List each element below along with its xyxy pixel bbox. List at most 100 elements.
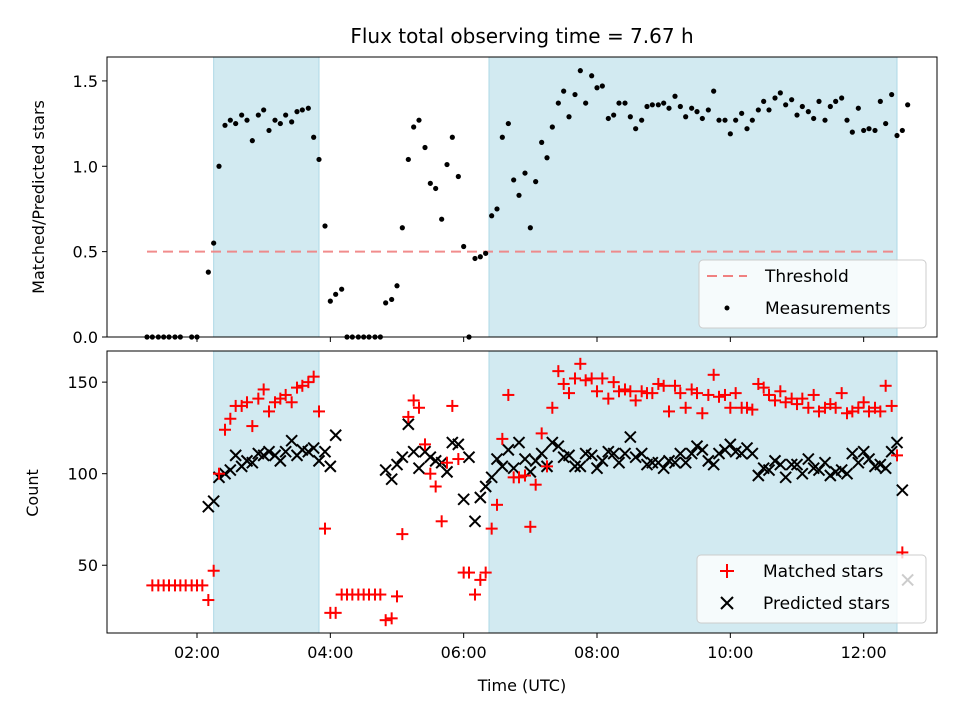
bottom-y-tick-label: 150 (67, 373, 98, 392)
measurement-point (883, 120, 889, 127)
measurement-point (861, 127, 867, 134)
matched-star-marker (696, 407, 709, 420)
bottom-y-axis-label: Count (23, 469, 42, 517)
predicted-star-marker (635, 447, 648, 460)
matched-star-marker (257, 383, 270, 396)
measurement-point (849, 129, 855, 135)
matched-star-marker (829, 401, 842, 414)
predicted-star-marker (596, 454, 609, 468)
measurement-point (622, 100, 628, 106)
predicted-star-marker (857, 445, 870, 458)
measurement-point (699, 115, 705, 122)
measurement-point (722, 117, 728, 123)
measurement-point (594, 85, 600, 91)
top-y-tick-label: 1.0 (73, 157, 98, 176)
measurement-point (866, 126, 872, 132)
matched-star-marker (579, 374, 592, 387)
matched-star-marker (652, 377, 665, 390)
measurement-point (539, 139, 545, 145)
matched-star-marker (202, 594, 215, 607)
measurement-point (472, 255, 478, 262)
predicted-star-marker (512, 436, 526, 449)
measurement-point (505, 120, 511, 127)
predicted-star-marker (712, 447, 726, 460)
measurement-point (833, 98, 839, 104)
matched-star-marker (419, 438, 431, 451)
matched-star-marker (629, 394, 642, 407)
predicted-star-marker (835, 463, 848, 477)
x-axis-label: Time (UTC) (477, 676, 566, 695)
matched-star-marker (491, 498, 503, 511)
measurement-point (455, 173, 461, 180)
measurement-point (499, 134, 505, 140)
measurement-point (549, 124, 555, 130)
predicted-star-marker (452, 438, 465, 451)
measurement-point (566, 114, 572, 120)
legend-matched-swatch (720, 564, 734, 578)
measurement-point (827, 103, 833, 110)
matched-star-marker (541, 460, 553, 473)
top-legend-box (698, 259, 927, 329)
x-tick-label: 04:00 (307, 643, 353, 662)
measurement-point (889, 91, 895, 98)
measurement-point (844, 117, 850, 123)
matched-star-marker (441, 456, 453, 469)
measurement-point (877, 98, 883, 104)
measurement-point (261, 107, 267, 113)
measurement-point (483, 250, 489, 256)
chart-title: Flux total observing time = 7.67 h (350, 24, 693, 48)
matched-star-marker (702, 388, 715, 401)
measurement-point (644, 103, 650, 110)
predicted-star-marker (802, 452, 815, 466)
bottom-y-tick-label: 100 (67, 465, 98, 484)
predicted-star-marker (762, 463, 776, 477)
measurement-point (533, 179, 539, 185)
matched-star-marker (729, 387, 742, 400)
bottom-y-tick-label: 50 (78, 556, 98, 575)
measurement-point (399, 225, 405, 231)
x-tick-label: 12:00 (841, 643, 887, 662)
predicted-star-marker (779, 471, 792, 484)
predicted-star-marker (796, 467, 809, 480)
measurement-point (811, 115, 817, 122)
predicted-star-marker (824, 469, 837, 482)
legend-matched-label: Matched stars (763, 562, 883, 582)
predicted-star-marker (229, 449, 242, 462)
predicted-star-marker (279, 445, 292, 458)
matched-star-marker (285, 396, 298, 409)
measurement-point (633, 126, 639, 132)
measurement-point (772, 95, 778, 101)
measurement-point (233, 120, 239, 127)
predicted-star-marker (474, 491, 487, 504)
predicted-star-marker (535, 447, 548, 460)
predicted-star-marker (468, 515, 482, 528)
bottom-legend: Matched stars Predicted stars (696, 554, 927, 624)
measurement-point (239, 112, 245, 118)
predicted-star-marker (624, 430, 637, 444)
matched-star-marker (529, 478, 542, 491)
measurement-point (655, 102, 661, 108)
top-y-axis-label: Matched/Predicted stars (29, 100, 48, 294)
predicted-star-marker (324, 460, 337, 473)
predicted-star-marker (490, 452, 504, 466)
predicted-star-marker (457, 493, 470, 506)
measurement-point (205, 269, 211, 275)
predicted-star-marker (402, 418, 415, 431)
predicted-star-marker (818, 456, 832, 469)
measurement-point (894, 132, 900, 139)
shaded-region-0 (213, 350, 320, 634)
predicted-star-marker (390, 458, 404, 471)
matched-star-marker (402, 410, 415, 423)
legend-predicted-swatch (720, 596, 734, 610)
shaded-region-0 (213, 56, 320, 338)
legend-measurements-swatch (724, 305, 730, 311)
predicted-star-marker (852, 456, 865, 469)
measurement-point (577, 68, 583, 74)
ratio-panel: 0.0 0.5 1.0 1.5 Matched/Predicted stars Thr… (29, 56, 938, 347)
matched-star-marker (502, 388, 515, 401)
predicted-star-marker (507, 461, 520, 475)
measurement-point (299, 107, 305, 113)
matched-star-marker (763, 388, 775, 401)
matched-star-marker (613, 385, 625, 398)
measurement-point (661, 100, 667, 106)
